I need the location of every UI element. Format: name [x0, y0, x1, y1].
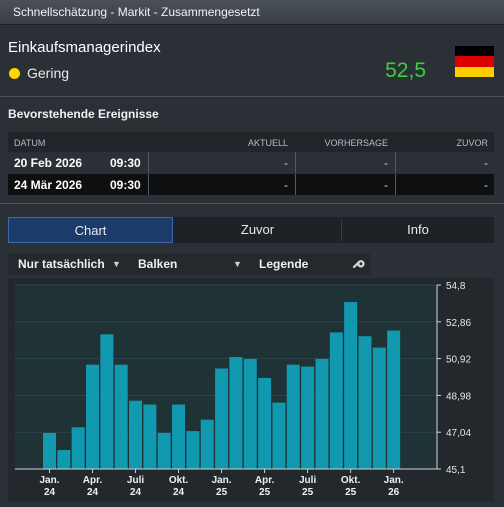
events-table: DATUM AKTUELL VORHERSAGE ZUVOR 20 Feb 20… — [8, 132, 494, 195]
flag-stripe-black — [455, 46, 494, 57]
events-title: Bevorstehende Ereignisse — [8, 107, 159, 121]
x-tick-label: 25 — [345, 487, 357, 498]
bar — [129, 400, 143, 469]
event-previous: - — [484, 156, 488, 170]
chart-type-dropdown[interactable]: Balken — [138, 257, 178, 271]
event-date: 20 Feb 2026 — [14, 156, 83, 170]
bar — [358, 336, 372, 469]
x-tick-label: 25 — [302, 487, 314, 498]
divider — [0, 96, 504, 97]
wrench-icon[interactable] — [351, 256, 365, 273]
importance-dot-icon — [9, 68, 20, 79]
title-bar: Schnellschätzung - Markit - Zusammengese… — [0, 0, 504, 25]
y-tick-label: 52,86 — [446, 318, 471, 329]
bar — [301, 366, 315, 469]
x-tick-label: 24 — [44, 487, 56, 498]
bar — [43, 432, 56, 469]
flag-stripe-gold — [455, 66, 494, 77]
col-actual: AKTUELL — [247, 138, 288, 148]
bar — [114, 364, 128, 469]
col-previous: ZUVOR — [456, 138, 489, 148]
bar — [172, 404, 186, 469]
tab-divider — [341, 219, 342, 241]
x-tick-label: Okt. — [169, 475, 189, 486]
bar — [229, 357, 243, 469]
indicator-value: 52,5 — [385, 59, 426, 82]
y-tick-label: 45,1 — [446, 465, 466, 476]
col-forecast: VORHERSAGE — [324, 138, 388, 148]
bar — [157, 432, 171, 469]
x-tick-label: 24 — [130, 487, 142, 498]
window-title: Schnellschätzung - Markit - Zusammengese… — [13, 5, 260, 19]
filter-dropdown[interactable]: Nur tatsächlich — [18, 257, 105, 271]
legend-button[interactable]: Legende — [259, 257, 309, 271]
event-date: 24 Mär 2026 — [14, 178, 83, 192]
chevron-down-icon[interactable]: ▼ — [233, 259, 242, 269]
flag-stripe-red — [455, 56, 494, 67]
x-tick-label: 26 — [388, 487, 400, 498]
event-forecast: - — [384, 156, 388, 170]
tab-info[interactable]: Info — [407, 222, 429, 237]
x-axis: Jan.24Apr.24Juli24Okt.24Jan.25Apr.25Juli… — [15, 468, 437, 498]
event-previous: - — [484, 178, 488, 192]
x-tick-label: 24 — [87, 487, 99, 498]
y-tick-label: 48,98 — [446, 391, 471, 402]
bar — [344, 302, 358, 469]
tab-previous[interactable]: Zuvor — [240, 222, 275, 237]
x-tick-label: 25 — [216, 487, 228, 498]
x-tick-label: Juli — [299, 475, 316, 486]
bar — [186, 431, 200, 469]
bar — [372, 347, 386, 469]
x-tick-label: Juli — [127, 475, 144, 486]
x-tick-label: 25 — [259, 487, 271, 498]
bar — [272, 402, 286, 469]
tab-bar: Chart Zuvor Info — [8, 217, 494, 243]
chart-controls: Nur tatsächlich ▼ Balken ▼ Legende — [8, 253, 370, 275]
bar — [100, 334, 114, 469]
event-forecast: - — [384, 178, 388, 192]
chart-bars — [43, 302, 401, 469]
x-tick-label: Jan. — [39, 475, 59, 486]
table-row[interactable]: 24 Mär 2026 09:30 - - - — [8, 174, 494, 195]
importance-label: Gering — [27, 65, 70, 81]
event-actual: - — [284, 156, 288, 170]
germany-flag-icon — [455, 46, 494, 77]
bar — [143, 404, 157, 469]
y-tick-label: 54,8 — [446, 281, 466, 292]
x-tick-label: 24 — [173, 487, 185, 498]
bar — [387, 330, 401, 469]
bar — [200, 419, 214, 469]
y-tick-label: 50,92 — [446, 355, 471, 366]
bar — [71, 427, 85, 469]
bar — [286, 364, 300, 469]
bar — [315, 358, 329, 469]
bar — [57, 450, 71, 469]
bar — [215, 368, 229, 469]
events-table-header: DATUM AKTUELL VORHERSAGE ZUVOR — [8, 132, 494, 152]
bar — [258, 377, 272, 469]
y-tick-label: 47,04 — [446, 428, 471, 439]
col-date: DATUM — [14, 138, 46, 148]
bar — [329, 332, 343, 469]
tab-chart[interactable]: Chart — [8, 217, 173, 243]
bar — [86, 364, 100, 469]
indicator-name: Einkaufsmanagerindex — [8, 39, 161, 56]
x-tick-label: Apr. — [83, 475, 103, 486]
y-axis: 54,8 52,86 50,92 48,98 47,04 45,1 — [436, 281, 471, 476]
table-row[interactable]: 20 Feb 2026 09:30 - - - — [8, 152, 494, 173]
x-tick-label: Jan. — [384, 475, 404, 486]
event-actual: - — [284, 178, 288, 192]
chevron-down-icon[interactable]: ▼ — [112, 259, 121, 269]
x-tick-label: Apr. — [255, 475, 275, 486]
event-time: 09:30 — [110, 178, 141, 192]
chart-area: 54,8 52,86 50,92 48,98 47,04 45,1 Jan. 24 Apr. 2… — [8, 278, 494, 502]
bar — [243, 358, 257, 469]
event-time: 09:30 — [110, 156, 141, 170]
x-tick-label: Jan. — [212, 475, 232, 486]
divider — [0, 203, 504, 204]
x-tick-label: Okt. — [341, 475, 361, 486]
